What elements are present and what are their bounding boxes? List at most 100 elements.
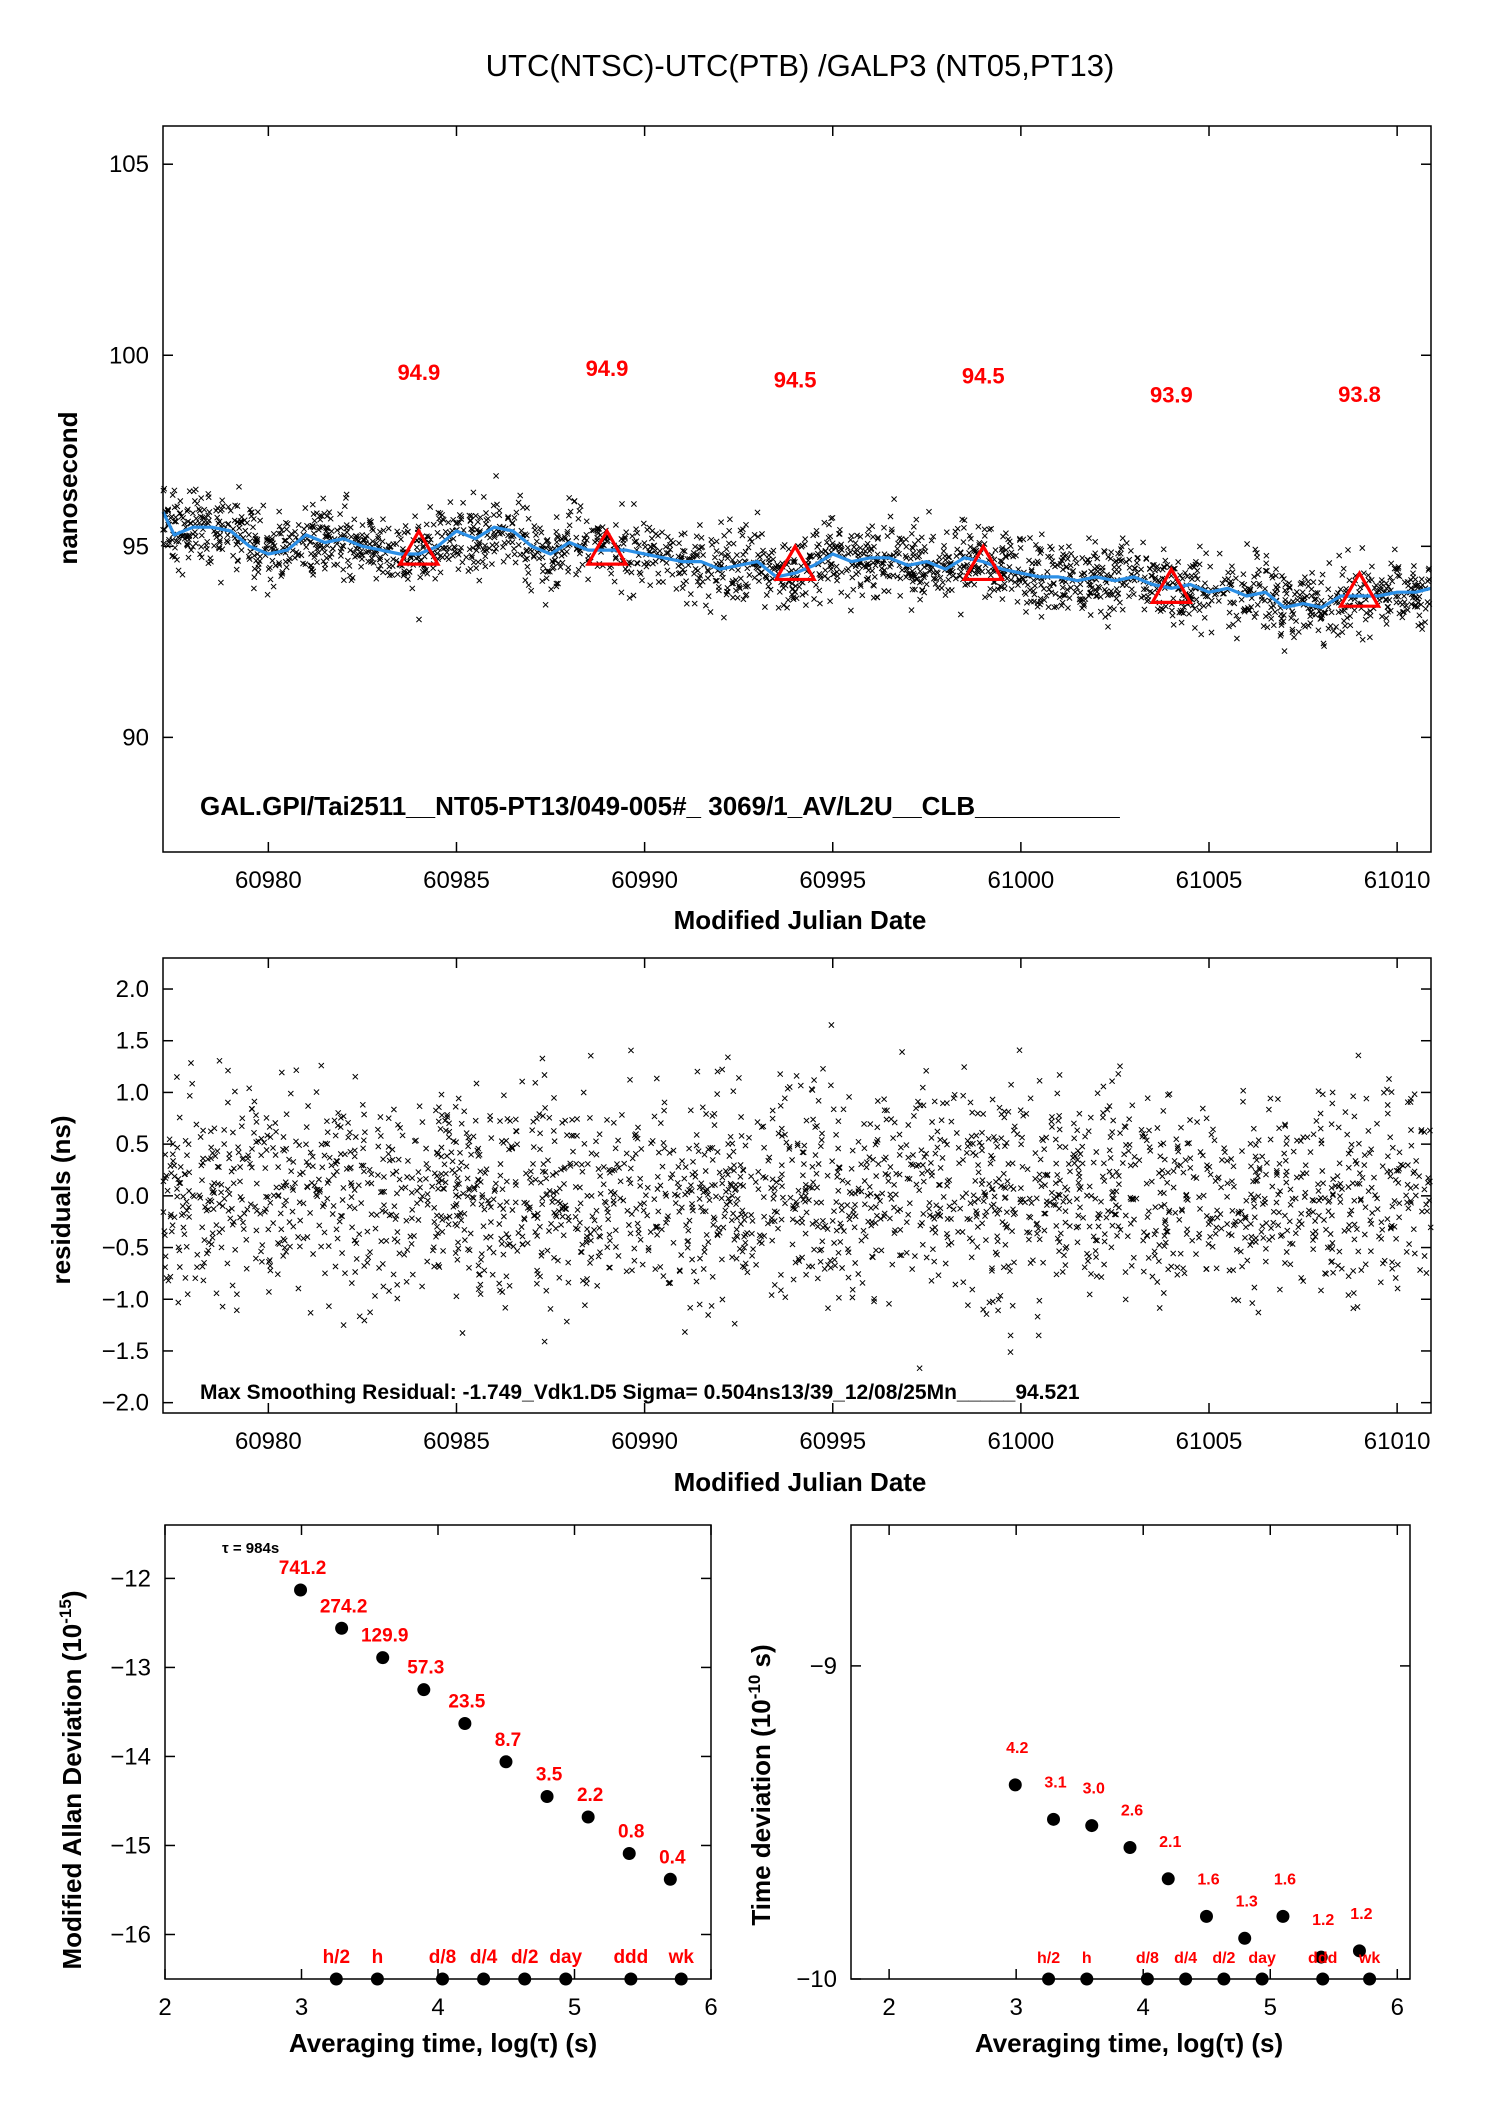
offset-point <box>375 566 382 573</box>
offset-point <box>844 544 851 551</box>
offset-point <box>1192 572 1199 579</box>
offset-point <box>1240 571 1247 578</box>
residual-point <box>475 1286 482 1293</box>
offset-point <box>348 577 355 584</box>
offset-point <box>791 556 797 563</box>
offset-point <box>242 527 249 534</box>
residual-point <box>778 1162 785 1169</box>
residual-point <box>393 1190 400 1197</box>
offset-point <box>1412 603 1419 610</box>
residual-point <box>611 1189 618 1196</box>
residual-point <box>1335 1262 1341 1269</box>
residual-point <box>539 1113 546 1119</box>
residual-point <box>322 1270 328 1277</box>
offset-point <box>218 506 225 513</box>
offset-point <box>1149 572 1156 579</box>
residual-point <box>593 1138 599 1145</box>
offset-point <box>1334 632 1341 638</box>
residual-point <box>741 1216 748 1223</box>
offset-point <box>415 554 422 561</box>
offset-point <box>251 574 258 581</box>
residual-point <box>737 1173 744 1180</box>
residual-point <box>1378 1235 1385 1242</box>
residual-point <box>1367 1217 1374 1224</box>
residual-point <box>453 1293 460 1300</box>
offset-point <box>833 563 840 570</box>
offset-point <box>1119 535 1126 542</box>
residual-point <box>742 1142 749 1149</box>
offset-point <box>755 533 761 540</box>
offset-point <box>1238 596 1245 603</box>
residual-point <box>532 1176 539 1183</box>
residual-point <box>637 1175 644 1182</box>
residual-point <box>471 1184 477 1191</box>
offset-point <box>302 505 309 511</box>
residual-point <box>1225 1230 1232 1237</box>
residual-point <box>1056 1071 1063 1078</box>
offset-point <box>700 552 707 558</box>
residual-point <box>409 1271 416 1278</box>
offset-point <box>1270 622 1277 629</box>
offset-point <box>585 576 592 583</box>
residual-point <box>1210 1126 1216 1133</box>
residual-point <box>1263 1171 1269 1178</box>
residual-point <box>1276 1209 1282 1216</box>
residual-point <box>1298 1210 1305 1217</box>
offset-point <box>835 530 842 537</box>
residual-point <box>318 1243 325 1250</box>
residual-point <box>1074 1239 1081 1246</box>
offset-point <box>397 536 404 543</box>
offset-point <box>884 533 891 540</box>
offset-point <box>1048 589 1055 596</box>
residual-point <box>1032 1150 1039 1157</box>
residual-point <box>1005 1263 1012 1270</box>
offset-point <box>721 532 728 539</box>
tdev-interval-label: d/8 <box>1136 1950 1159 1967</box>
offset-point <box>683 578 690 585</box>
offset-point <box>198 543 205 550</box>
residual-point <box>739 1263 746 1270</box>
offset-point <box>190 488 197 495</box>
residual-point <box>1230 1183 1237 1190</box>
offset-point <box>1186 610 1192 617</box>
residual-point <box>1371 1174 1377 1181</box>
residual-point <box>809 1184 816 1191</box>
residual-point <box>1187 1155 1194 1162</box>
offset-point <box>626 594 633 601</box>
residual-point <box>584 1160 591 1167</box>
residual-point <box>438 1112 445 1119</box>
residual-point <box>452 1250 459 1257</box>
offset-point <box>913 516 920 523</box>
residual-point <box>1240 1098 1246 1105</box>
residual-point <box>1294 1137 1300 1144</box>
residual-point <box>711 1216 718 1223</box>
residual-point <box>366 1166 373 1173</box>
residual-point <box>458 1120 465 1127</box>
offset-point <box>565 564 572 571</box>
residual-point <box>569 1116 576 1123</box>
offset-point <box>309 501 316 508</box>
residual-point <box>832 1262 839 1269</box>
offset-point <box>1316 608 1323 615</box>
offset-point <box>1111 564 1118 571</box>
residual-point <box>973 1132 980 1139</box>
residual-point <box>559 1213 566 1220</box>
offset-point <box>790 594 797 601</box>
residual-point <box>1007 1332 1014 1339</box>
offset-point <box>828 566 834 573</box>
residual-point <box>773 1179 780 1186</box>
offset-point <box>848 533 855 540</box>
residual-point <box>1036 1297 1043 1304</box>
offset-point <box>629 533 636 540</box>
residual-point <box>171 1162 178 1169</box>
residual-point <box>1229 1178 1235 1185</box>
residual-point <box>695 1148 702 1155</box>
residual-point <box>380 1173 387 1180</box>
residual-point <box>408 1240 415 1247</box>
residual-point <box>738 1132 745 1139</box>
residual-point <box>1187 1117 1193 1123</box>
residual-point <box>175 1299 182 1306</box>
offset-point <box>592 539 598 546</box>
mdev-interval-label: h/2 <box>323 1947 350 1968</box>
offset-point <box>690 552 697 559</box>
